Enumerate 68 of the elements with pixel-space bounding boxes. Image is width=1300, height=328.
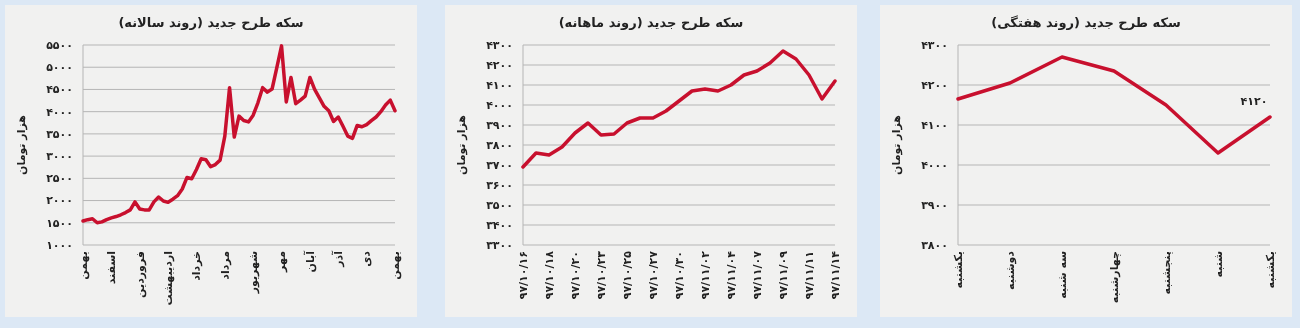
y-tick-label: ۴۰۰۰: [921, 158, 948, 172]
y-tick-label: ۵۰۰۰: [46, 61, 73, 75]
y-axis-title: هزار تومان: [890, 115, 903, 175]
x-tick-label: ۹۷/۱۰/۲۷: [646, 250, 660, 300]
x-tick-label: ۹۷/۱۰/۱۸: [542, 250, 556, 300]
x-tick-label: ۹۷/۱۱/۰۴: [724, 250, 738, 300]
y-axis-title: هزار تومان: [15, 115, 28, 175]
y-tick-label: ۳۶۰۰: [486, 178, 513, 192]
chart-title: سکه طرح جدید (روند ماهانه): [558, 15, 744, 30]
y-tick-label: ۴۳۰۰: [921, 38, 948, 52]
x-tick-label: ۹۷/۱۱/۱۱: [802, 251, 816, 300]
line-series: [956, 55, 1272, 155]
chart-title: سکه طرح جدید (روند هفتگی): [991, 15, 1181, 30]
y-tick-label: ۳۸۰۰: [921, 238, 948, 252]
x-tick-label: پنجشنبه: [1159, 251, 1173, 295]
y-tick-label: ۴۵۰۰: [46, 83, 73, 97]
x-tick-label: ۹۷/۱۰/۲۳: [594, 250, 608, 300]
y-axis-title: هزار تومان: [455, 115, 468, 175]
y-tick-label: ۴۱۰۰: [486, 78, 513, 92]
x-tick-label: ۹۷/۱۱/۰۲: [698, 250, 712, 300]
x-tick-label: اردیبهشت: [161, 251, 175, 306]
x-tick-label: ۹۷/۱۱/۰۷: [750, 250, 764, 300]
x-tick-label: ۹۷/۱۱/۰۹: [776, 250, 790, 300]
y-tick-label: ۱۵۰۰: [46, 216, 73, 230]
y-tick-label: ۳۴۰۰: [486, 218, 513, 232]
y-tick-label: ۳۵۰۰: [486, 198, 513, 212]
y-tick-label: ۳۸۰۰: [486, 138, 513, 152]
y-tick-label: ۱۰۰۰: [46, 238, 73, 252]
x-tick-label: آذر: [331, 250, 346, 268]
y-tick-label: ۴۲۰۰: [486, 58, 513, 72]
x-tick-label: مرداد: [218, 251, 232, 280]
chart-title: سکه طرح جدید (روند سالانه): [118, 15, 304, 30]
data-label: ۴۱۲۰: [1240, 95, 1268, 108]
x-tick-label: ۹۷/۱۰/۱۶: [516, 251, 530, 300]
y-tick-label: ۳۳۰۰: [486, 238, 513, 252]
y-tick-label: ۳۹۰۰: [486, 118, 513, 132]
y-tick-label: ۳۷۰۰: [486, 158, 513, 172]
x-tick-label: اسفند: [105, 251, 119, 285]
x-tick-label: خرداد: [190, 251, 204, 281]
y-tick-label: ۴۰۰۰: [486, 98, 513, 112]
x-tick-label: دوشنبه: [1003, 250, 1017, 290]
y-tick-label: ۲۵۰۰: [46, 172, 73, 186]
line-series: [521, 49, 837, 169]
x-tick-label: بهمن: [76, 251, 90, 280]
x-tick-label: دی: [360, 250, 374, 267]
x-tick-label: شهریور: [247, 251, 261, 295]
x-tick-label: بهمن: [388, 251, 402, 280]
x-tick-label: سه شنبه: [1055, 251, 1069, 299]
x-tick-label: یکشنبه: [951, 251, 965, 289]
x-tick-label: آبان: [302, 250, 317, 273]
x-tick-label: شنبه: [1211, 251, 1225, 278]
y-tick-label: ۳۹۰۰: [921, 198, 948, 212]
y-tick-label: ۴۳۰۰: [486, 38, 513, 52]
x-tick-label: یکشنبه: [1263, 251, 1277, 289]
y-tick-label: ۵۵۰۰: [46, 38, 73, 52]
x-tick-label: مهر: [275, 251, 289, 273]
x-tick-label: ۹۷/۱۰/۲۵: [620, 250, 634, 300]
y-tick-label: ۳۵۰۰: [46, 127, 73, 141]
x-tick-label: ۹۷/۱۰/۳۰: [672, 251, 686, 300]
x-tick-label: ۹۷/۱۰/۲۰: [568, 251, 582, 300]
x-tick-label: ۹۷/۱۱/۱۴: [828, 250, 842, 300]
x-tick-label: چهارشنبه: [1107, 251, 1121, 304]
y-tick-label: ۳۰۰۰: [46, 149, 73, 163]
y-tick-label: ۴۰۰۰: [46, 105, 73, 119]
y-tick-label: ۴۱۰۰: [921, 118, 948, 132]
y-tick-label: ۲۰۰۰: [46, 194, 73, 208]
x-tick-label: فروردین: [133, 251, 147, 298]
y-tick-label: ۴۲۰۰: [921, 78, 948, 92]
